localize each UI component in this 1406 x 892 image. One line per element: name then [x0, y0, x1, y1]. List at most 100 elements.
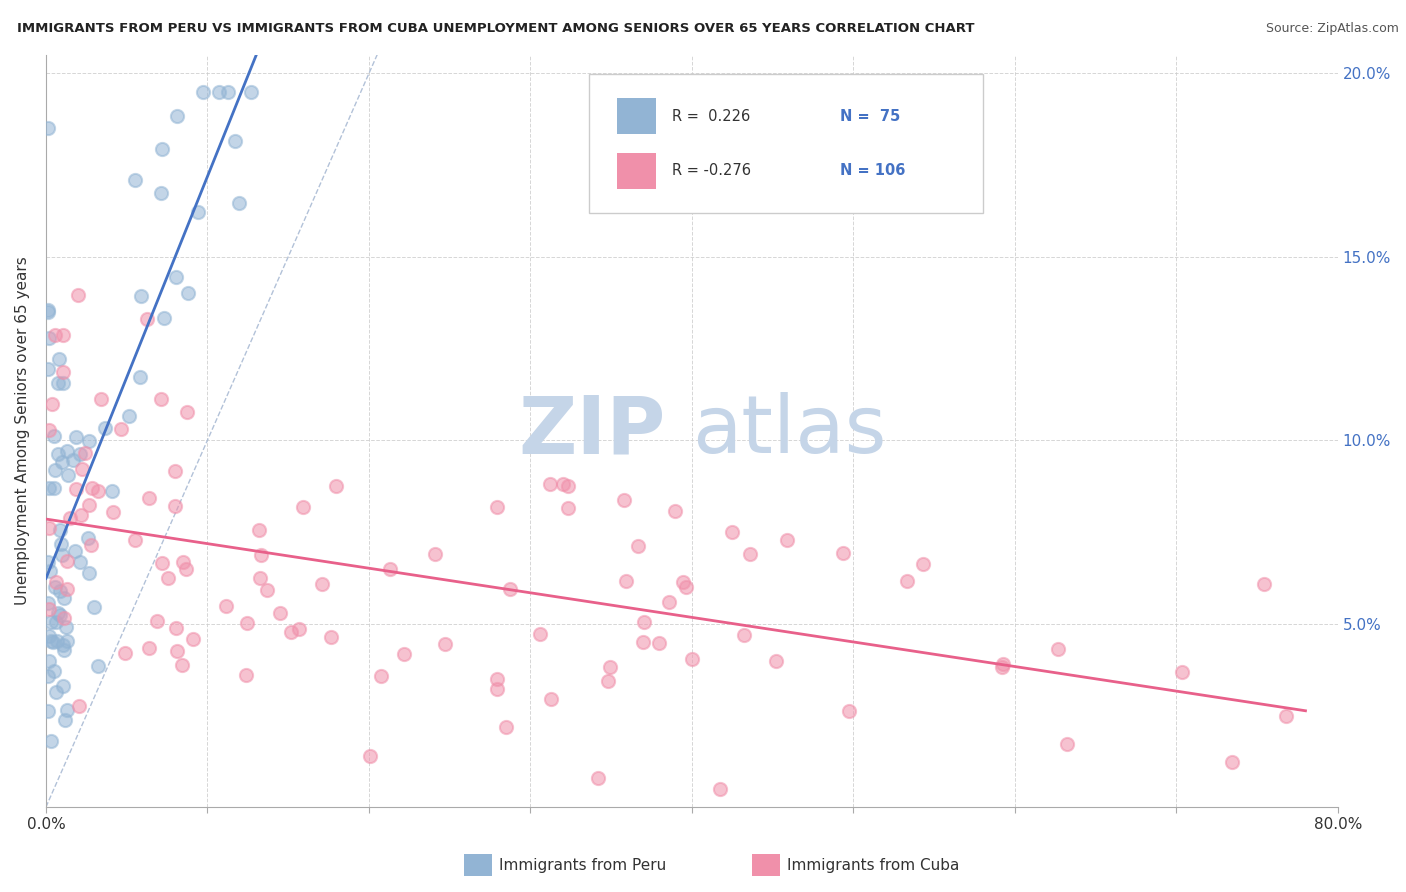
Point — [65, 430, 87, 444]
Point — [38, 654, 60, 668]
Point — [138, 491, 160, 506]
Point — [48, 608, 70, 623]
Point — [146, 615, 169, 629]
Point — [55, 620, 77, 634]
Point — [94, 421, 117, 435]
Point — [80, 481, 103, 495]
Point — [101, 483, 124, 498]
Point — [163, 500, 186, 514]
Point — [52, 679, 75, 693]
Point — [46, 376, 69, 390]
Point — [152, 311, 174, 326]
Point — [52, 638, 75, 652]
Y-axis label: Unemployment Among Seniors over 65 years: Unemployment Among Seniors over 65 years — [15, 257, 30, 606]
Point — [38, 423, 60, 437]
Point — [993, 657, 1015, 671]
Point — [235, 667, 257, 681]
Point — [165, 270, 187, 285]
Point — [39, 615, 62, 629]
Point — [45, 634, 67, 648]
Text: Immigrants from Cuba: Immigrants from Cuba — [787, 858, 960, 872]
Point — [738, 547, 761, 561]
Point — [392, 647, 415, 661]
Point — [37, 305, 59, 319]
Text: N =  75: N = 75 — [841, 109, 901, 124]
Point — [37, 669, 59, 683]
Point — [59, 511, 82, 525]
Point — [66, 288, 89, 302]
Point — [87, 659, 110, 673]
Point — [73, 446, 96, 460]
Point — [42, 481, 65, 495]
Point — [495, 720, 517, 734]
Point — [157, 571, 180, 585]
Point — [38, 565, 60, 579]
Point — [1253, 577, 1275, 591]
Point — [44, 328, 66, 343]
Point — [239, 85, 262, 99]
Point — [77, 434, 100, 449]
Point — [596, 674, 619, 689]
Point — [359, 749, 381, 764]
Point — [52, 611, 75, 625]
Text: atlas: atlas — [692, 392, 886, 470]
Point — [86, 484, 108, 499]
Point — [1171, 665, 1194, 680]
Text: Immigrants from Peru: Immigrants from Peru — [499, 858, 666, 872]
Point — [721, 525, 744, 540]
Point — [39, 734, 62, 748]
Point — [236, 616, 259, 631]
Point — [135, 312, 157, 326]
Point — [48, 583, 70, 598]
Point — [586, 771, 609, 785]
Point — [44, 462, 66, 476]
Point — [911, 558, 934, 572]
Point — [1046, 642, 1069, 657]
Point — [633, 615, 655, 629]
Point — [599, 660, 621, 674]
Point — [56, 444, 79, 458]
Point — [658, 594, 681, 608]
Point — [631, 634, 654, 648]
Point — [765, 654, 787, 668]
FancyBboxPatch shape — [617, 98, 655, 134]
Point — [675, 580, 697, 594]
Point — [90, 392, 112, 406]
Point — [224, 134, 246, 148]
Point — [250, 548, 273, 562]
Point — [551, 477, 574, 491]
Point — [287, 622, 309, 636]
Point — [77, 499, 100, 513]
Point — [37, 121, 59, 136]
Point — [423, 547, 446, 561]
Point — [38, 521, 60, 535]
Point — [79, 538, 101, 552]
Point — [150, 392, 173, 407]
Point — [486, 681, 509, 696]
Point — [52, 376, 75, 391]
Point — [325, 479, 347, 493]
Point — [529, 626, 551, 640]
Point — [46, 446, 69, 460]
Point — [114, 646, 136, 660]
Point — [129, 369, 152, 384]
Point — [77, 531, 100, 545]
Point — [69, 508, 91, 523]
Point — [101, 505, 124, 519]
Point — [1056, 737, 1078, 751]
Point — [174, 561, 197, 575]
Point — [613, 492, 636, 507]
Point — [247, 523, 270, 537]
Point — [38, 629, 60, 643]
Point — [733, 627, 755, 641]
Point — [378, 562, 401, 576]
Point — [56, 633, 79, 648]
Point — [614, 574, 637, 589]
Point — [228, 196, 250, 211]
Point — [67, 699, 90, 714]
Point — [672, 575, 695, 590]
Point — [63, 544, 86, 558]
Point — [166, 109, 188, 123]
Point — [42, 664, 65, 678]
Point — [44, 580, 66, 594]
